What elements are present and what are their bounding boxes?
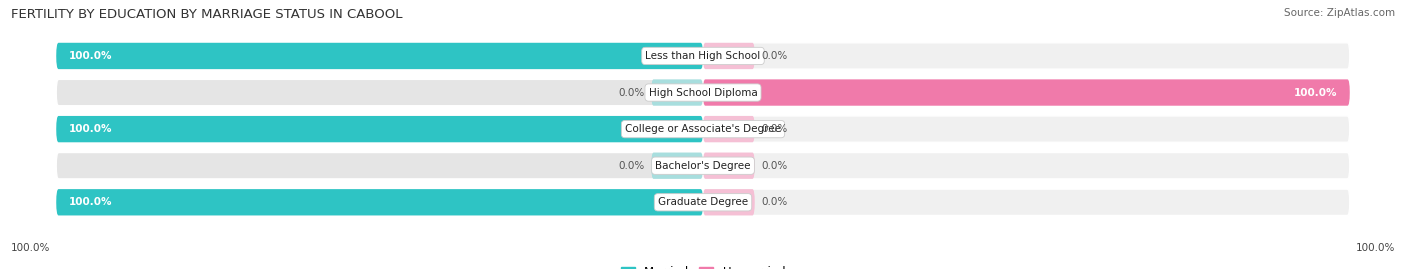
FancyBboxPatch shape xyxy=(56,189,703,215)
Text: Graduate Degree: Graduate Degree xyxy=(658,197,748,207)
Text: 100.0%: 100.0% xyxy=(1355,243,1395,253)
FancyBboxPatch shape xyxy=(703,79,1350,106)
Text: 0.0%: 0.0% xyxy=(619,87,645,98)
Text: FERTILITY BY EDUCATION BY MARRIAGE STATUS IN CABOOL: FERTILITY BY EDUCATION BY MARRIAGE STATU… xyxy=(11,8,402,21)
Text: 0.0%: 0.0% xyxy=(761,197,787,207)
FancyBboxPatch shape xyxy=(651,79,703,106)
FancyBboxPatch shape xyxy=(56,189,703,215)
Text: Less than High School: Less than High School xyxy=(645,51,761,61)
FancyBboxPatch shape xyxy=(56,116,703,142)
FancyBboxPatch shape xyxy=(703,116,755,142)
FancyBboxPatch shape xyxy=(703,153,1350,179)
FancyBboxPatch shape xyxy=(56,116,703,142)
Legend: Married, Unmarried: Married, Unmarried xyxy=(616,262,790,269)
Text: 100.0%: 100.0% xyxy=(69,124,112,134)
Text: High School Diploma: High School Diploma xyxy=(648,87,758,98)
Text: 0.0%: 0.0% xyxy=(761,124,787,134)
FancyBboxPatch shape xyxy=(56,43,703,69)
FancyBboxPatch shape xyxy=(703,43,755,69)
Text: 100.0%: 100.0% xyxy=(69,51,112,61)
FancyBboxPatch shape xyxy=(703,116,1350,142)
FancyBboxPatch shape xyxy=(703,43,1350,69)
FancyBboxPatch shape xyxy=(703,79,1350,106)
Text: College or Associate's Degree: College or Associate's Degree xyxy=(626,124,780,134)
Text: Source: ZipAtlas.com: Source: ZipAtlas.com xyxy=(1284,8,1395,18)
Text: 0.0%: 0.0% xyxy=(619,161,645,171)
Text: 0.0%: 0.0% xyxy=(761,161,787,171)
FancyBboxPatch shape xyxy=(703,189,1350,215)
FancyBboxPatch shape xyxy=(56,79,703,106)
Text: Bachelor's Degree: Bachelor's Degree xyxy=(655,161,751,171)
FancyBboxPatch shape xyxy=(703,189,755,215)
FancyBboxPatch shape xyxy=(56,43,703,69)
FancyBboxPatch shape xyxy=(651,153,703,179)
FancyBboxPatch shape xyxy=(703,153,755,179)
FancyBboxPatch shape xyxy=(56,153,703,179)
Text: 100.0%: 100.0% xyxy=(1294,87,1337,98)
Text: 100.0%: 100.0% xyxy=(11,243,51,253)
Text: 100.0%: 100.0% xyxy=(69,197,112,207)
Text: 0.0%: 0.0% xyxy=(761,51,787,61)
